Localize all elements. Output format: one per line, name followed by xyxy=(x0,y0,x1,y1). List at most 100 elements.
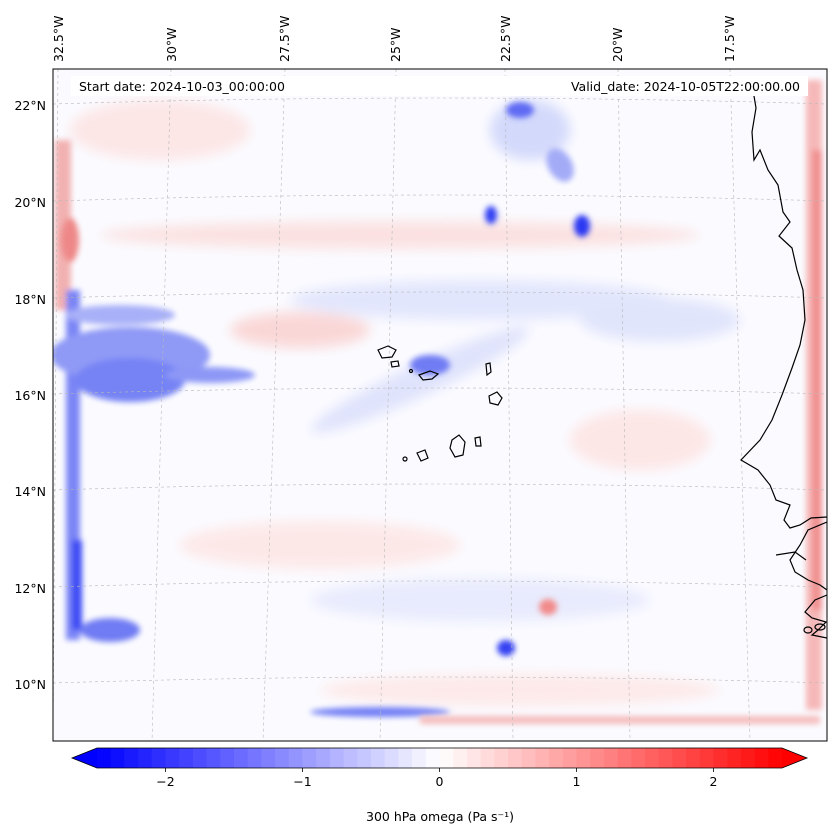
south-band-pos xyxy=(420,716,820,724)
pos-patch-bottom xyxy=(320,674,720,706)
colorbar-segment xyxy=(138,748,153,768)
neg-cell-2 xyxy=(574,215,590,237)
neg-cell-5 xyxy=(410,355,450,375)
neg-patch-diag xyxy=(311,327,529,433)
graticule xyxy=(53,69,827,741)
colorbar-segment xyxy=(645,748,660,768)
lat-label-20n: 20°N xyxy=(14,195,46,210)
colorbar-extend-low xyxy=(72,748,97,768)
senegal-river-mouth xyxy=(789,521,827,591)
colorbar-segment xyxy=(220,748,235,768)
colorbar-tick-label: 0 xyxy=(436,774,444,789)
map-background xyxy=(53,69,827,741)
neg-patch-south xyxy=(310,578,650,622)
meridian-27-5w xyxy=(262,69,286,741)
colorbar-segment xyxy=(234,748,249,768)
coastlines xyxy=(740,89,827,639)
colorbar-label: 300 hPa omega (Pa s⁻¹) xyxy=(366,809,514,824)
map-frame xyxy=(52,68,828,742)
west-band-pos xyxy=(55,140,71,310)
neg-jet-tail xyxy=(165,367,255,383)
eastern-boundary-bands xyxy=(420,80,822,724)
island-maio xyxy=(474,436,482,447)
neg-cell-1 xyxy=(485,206,497,224)
meridian-30w xyxy=(151,69,172,741)
colorbar-segment xyxy=(576,748,591,768)
guinea-bissau-coast xyxy=(804,594,827,639)
lon-label-20w: 20°W xyxy=(610,27,625,62)
parallel-14n xyxy=(53,483,827,491)
neg-patch-central xyxy=(290,280,670,320)
parallel-18n xyxy=(53,291,827,299)
colorbar-tick-label: −1 xyxy=(293,774,311,789)
colorbar-segment xyxy=(439,748,454,768)
colorbar-segment xyxy=(329,748,345,768)
bijagos-island-1 xyxy=(803,626,813,634)
neg-jet-core xyxy=(75,358,185,402)
lon-label-30w: 30°W xyxy=(164,27,179,62)
colorbar-segment xyxy=(494,748,509,768)
island-santiago xyxy=(449,434,466,458)
neg-patch-east xyxy=(580,298,740,342)
lat-label-22n: 22°N xyxy=(14,98,46,113)
colorbar-segment xyxy=(603,748,619,768)
colorbar-segment xyxy=(617,748,632,768)
island-sal xyxy=(485,362,492,377)
colorbar-segment xyxy=(192,748,208,768)
colorbar-segments xyxy=(97,748,783,768)
valid-date-label: Valid_date: 2024-10-05T22:00:00.00 xyxy=(571,79,800,94)
lat-label-12n: 12°N xyxy=(14,581,46,596)
colorbar-segment xyxy=(151,748,167,768)
lon-label-17-5w: 17.5°W xyxy=(722,16,737,62)
colorbar-segment xyxy=(535,748,550,768)
lat-label-10n: 10°N xyxy=(14,677,46,692)
longitude-labels: 32.5°W 30°W 27.5°W 25°W 22.5°W 20°W 17.5… xyxy=(51,16,737,62)
island-boa-vista xyxy=(488,391,503,406)
colorbar-segment xyxy=(658,748,673,768)
lat-label-14n: 14°N xyxy=(14,484,46,499)
colorbar-segment xyxy=(686,748,701,768)
colorbar-segment xyxy=(727,748,742,768)
parallel-12n xyxy=(53,580,827,588)
neg-jet-north xyxy=(65,305,175,325)
parallel-22n xyxy=(53,97,827,105)
lat-label-16n: 16°N xyxy=(14,388,46,403)
colorbar-tick-label: 2 xyxy=(710,774,718,789)
pos-patch-center xyxy=(230,312,370,348)
island-santo-antao xyxy=(377,345,397,359)
meridian-20w xyxy=(617,69,631,741)
colorbar-tick-label: −2 xyxy=(156,774,174,789)
neg-cell-3 xyxy=(497,640,515,656)
africa-coast xyxy=(740,89,827,529)
island-santa-luzia xyxy=(408,368,414,374)
colorbar-segment xyxy=(165,748,180,768)
colorbar-segment xyxy=(713,748,728,768)
colorbar-segment xyxy=(549,748,564,768)
colorbar-segment xyxy=(562,748,578,768)
neg-cell-4 xyxy=(506,102,534,118)
colorbar-segment xyxy=(480,748,495,768)
colorbar-segment xyxy=(740,748,756,768)
colorbar-segment xyxy=(521,748,536,768)
latitude-labels: 22°N 20°N 18°N 16°N 14°N 12°N 10°N xyxy=(14,98,46,692)
colorbar-segment xyxy=(425,748,441,768)
colorbar-segment xyxy=(206,748,221,768)
east-band-pos-strong xyxy=(812,150,822,610)
pos-patch-northwest xyxy=(70,100,250,160)
colorbar-segment xyxy=(384,748,399,768)
lon-label-22-5w: 22.5°W xyxy=(498,16,513,62)
colorbar-segment xyxy=(357,748,372,768)
pos-patch-north xyxy=(100,221,700,249)
meridian-32-5w xyxy=(53,69,59,741)
colorbar-segment xyxy=(288,748,304,768)
colorbar-segment xyxy=(110,748,125,768)
gambia-inlet xyxy=(775,551,807,561)
meridian-22-5w xyxy=(504,69,514,741)
colorbar-segment xyxy=(699,748,715,768)
colorbar-segment xyxy=(343,748,358,768)
pos-cell-2 xyxy=(61,218,79,262)
island-fogo xyxy=(416,449,429,462)
colorbar-segment xyxy=(672,748,687,768)
colorbar-ticks: −2 −1 0 1 2 xyxy=(156,768,717,789)
map-panel: Start date: 2024-10-03_00:00:00 Valid_da… xyxy=(14,16,828,742)
